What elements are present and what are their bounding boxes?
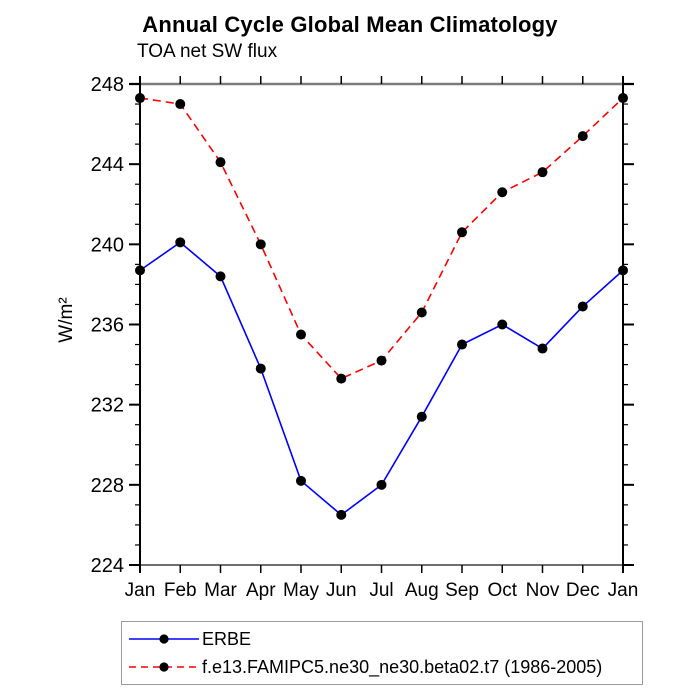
- data-point-marker: [135, 93, 145, 104]
- data-point-marker: [296, 329, 306, 340]
- x-tick-label: Dec: [566, 580, 600, 601]
- data-point-marker: [135, 265, 145, 276]
- y-tick-label: 236: [91, 315, 124, 337]
- legend-item-model: f.e13.FAMIPC5.ne30_ne30.beta02.t7 (1986-…: [127, 653, 642, 681]
- data-point-marker: [497, 187, 508, 198]
- y-tick-label: 244: [91, 154, 124, 176]
- data-point-marker: [376, 479, 387, 490]
- data-point-marker: [255, 239, 266, 250]
- legend-item-erbe: ERBE: [127, 625, 642, 653]
- data-point-marker: [497, 319, 508, 330]
- data-point-marker: [416, 307, 427, 318]
- data-point-marker: [336, 509, 347, 520]
- legend-line-swatch-solid-icon: [129, 634, 199, 644]
- x-tick-label: Apr: [246, 580, 276, 601]
- y-tick-label: 248: [91, 74, 124, 96]
- data-point-marker: [416, 411, 427, 422]
- data-point-marker: [537, 167, 548, 178]
- x-tick-label: Mar: [204, 580, 237, 601]
- x-tick-label: Jul: [369, 580, 393, 601]
- data-point-marker: [296, 475, 306, 486]
- x-tick-label: Sep: [445, 580, 479, 601]
- chart-title: Annual Cycle Global Mean Climatology: [142, 12, 558, 37]
- data-point-marker: [255, 363, 266, 374]
- data-point-marker: [618, 265, 628, 276]
- x-tick-label: Nov: [526, 580, 560, 601]
- x-tick-label: Jan: [608, 580, 639, 601]
- data-point-marker: [618, 93, 628, 104]
- data-point-marker: [537, 343, 548, 354]
- legend-line-swatch-dashed-icon: [129, 662, 199, 672]
- data-point-marker: [336, 373, 347, 384]
- x-tick-label: May: [283, 580, 319, 601]
- x-tick-label: Jun: [326, 580, 357, 601]
- y-tick-label: 228: [91, 475, 124, 497]
- series-line-0: [139, 241, 624, 516]
- chart-subtitle: TOA net SW flux: [137, 41, 278, 62]
- data-point-marker: [457, 339, 467, 350]
- data-point-marker: [175, 237, 186, 248]
- data-point-marker: [376, 355, 387, 366]
- x-tick-label: Oct: [487, 580, 517, 601]
- data-point-marker: [457, 227, 467, 238]
- y-tick-label: 224: [91, 555, 124, 577]
- y-tick-label: 240: [91, 234, 124, 256]
- data-point-marker: [175, 99, 186, 110]
- legend-label-erbe: ERBE: [202, 628, 252, 649]
- x-tick-label: Aug: [405, 580, 439, 601]
- legend: ERBE f.e13.FAMIPC5.ne30_ne30.beta02.t7 (…: [121, 621, 643, 685]
- legend-label-model: f.e13.FAMIPC5.ne30_ne30.beta02.t7 (1986-…: [202, 656, 603, 677]
- data-point-marker: [215, 157, 226, 168]
- y-tick-label: 232: [91, 395, 124, 417]
- data-point-marker: [577, 301, 588, 312]
- x-tick-label: Jan: [125, 580, 156, 601]
- data-point-marker: [577, 131, 588, 142]
- series-line-1: [139, 97, 624, 380]
- x-tick-label: Feb: [164, 580, 197, 601]
- data-point-marker: [215, 271, 226, 282]
